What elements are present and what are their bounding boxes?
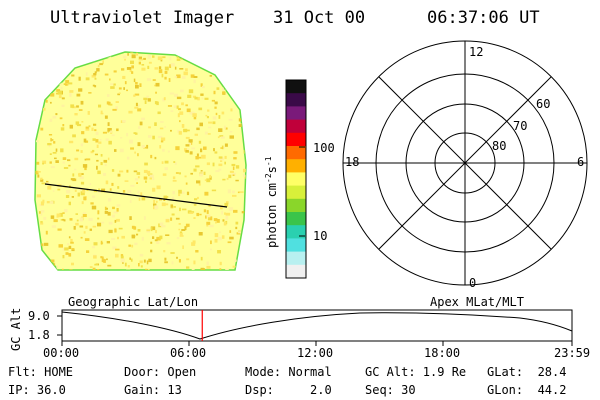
colorbar-segment <box>286 225 306 239</box>
earth-image-disc <box>34 51 247 271</box>
mlt-label-18: 18 <box>345 155 360 169</box>
image-date: 31 Oct 00 <box>273 8 366 28</box>
mlat-label-70: 70 <box>513 119 528 133</box>
info-flight: Flt: HOME <box>8 365 74 379</box>
colorbar-tick-label-100: 100 <box>313 141 335 155</box>
time-tick-0600: 06:00 <box>170 346 207 360</box>
gc-alt-plot <box>57 309 573 346</box>
instrument-title: Ultraviolet Imager <box>50 8 235 28</box>
mlt-label-12: 12 <box>469 45 484 59</box>
info-ip: IP: 36.0 <box>8 383 66 397</box>
mlat-label-80: 80 <box>492 139 507 153</box>
gc-alt-ytick-1-8: 1.8 <box>28 328 50 342</box>
colorbar-segment <box>286 172 306 187</box>
info-glon: GLon: 44.2 <box>487 383 567 397</box>
info-dsp: Dsp: 2.0 <box>245 383 332 397</box>
colorbar-segment <box>286 238 306 253</box>
colorbar-segment <box>286 264 306 279</box>
polar-grid <box>342 40 588 286</box>
info-gain: Gain: 13 <box>124 383 182 397</box>
colorbar-segment <box>286 212 306 226</box>
colorbar-frame <box>285 79 307 279</box>
time-tick-2359: 23:59 <box>554 346 591 360</box>
colorbar-segment <box>286 93 306 107</box>
colorbar-segment <box>286 185 306 200</box>
time-tick-0000: 00:00 <box>43 346 80 360</box>
info-glat: GLat: 28.4 <box>487 365 567 379</box>
colorbar-tick-label-10: 10 <box>313 229 328 243</box>
colorbar-segment <box>286 119 306 134</box>
polar-diagonal-2 <box>378 76 552 250</box>
geographic-coords-label: Geographic Lat/Lon <box>68 295 199 309</box>
gc-alt-curve <box>61 311 573 340</box>
colorbar-segment <box>286 198 306 213</box>
apex-coords-label: Apex MLat/MLT <box>430 295 524 309</box>
gc-alt-frame <box>61 309 573 342</box>
time-tick-1200: 12:00 <box>297 346 334 360</box>
gc-alt-ytick-9: 9.0 <box>28 309 50 323</box>
colorbar-segment <box>286 80 306 94</box>
colorbar-segment <box>286 132 306 147</box>
colorbar-segment <box>286 251 306 266</box>
mlat-label-60: 60 <box>536 97 551 111</box>
info-door: Door: Open <box>124 365 197 379</box>
info-mode: Mode: Normal <box>245 365 332 379</box>
mlt-label-6: 6 <box>577 155 585 169</box>
terminator-line <box>44 183 228 208</box>
colorbar-unit-label: photon cm-2s-1 <box>264 156 279 248</box>
time-tick-1800: 18:00 <box>424 346 461 360</box>
image-time: 06:37:06 UT <box>427 8 540 28</box>
colorbar-segment <box>286 146 306 160</box>
info-gc-alt: GC Alt: 1.9 Re <box>365 365 467 379</box>
info-seq: Seq: 30 <box>365 383 416 397</box>
colorbar-segment <box>286 159 306 173</box>
colorbar-segment <box>286 106 306 121</box>
mlt-label-0: 0 <box>469 276 477 290</box>
colorbar <box>285 79 307 279</box>
colorbar-ticks <box>299 146 305 237</box>
gc-alt-axis-label: GC Alt <box>9 307 23 351</box>
